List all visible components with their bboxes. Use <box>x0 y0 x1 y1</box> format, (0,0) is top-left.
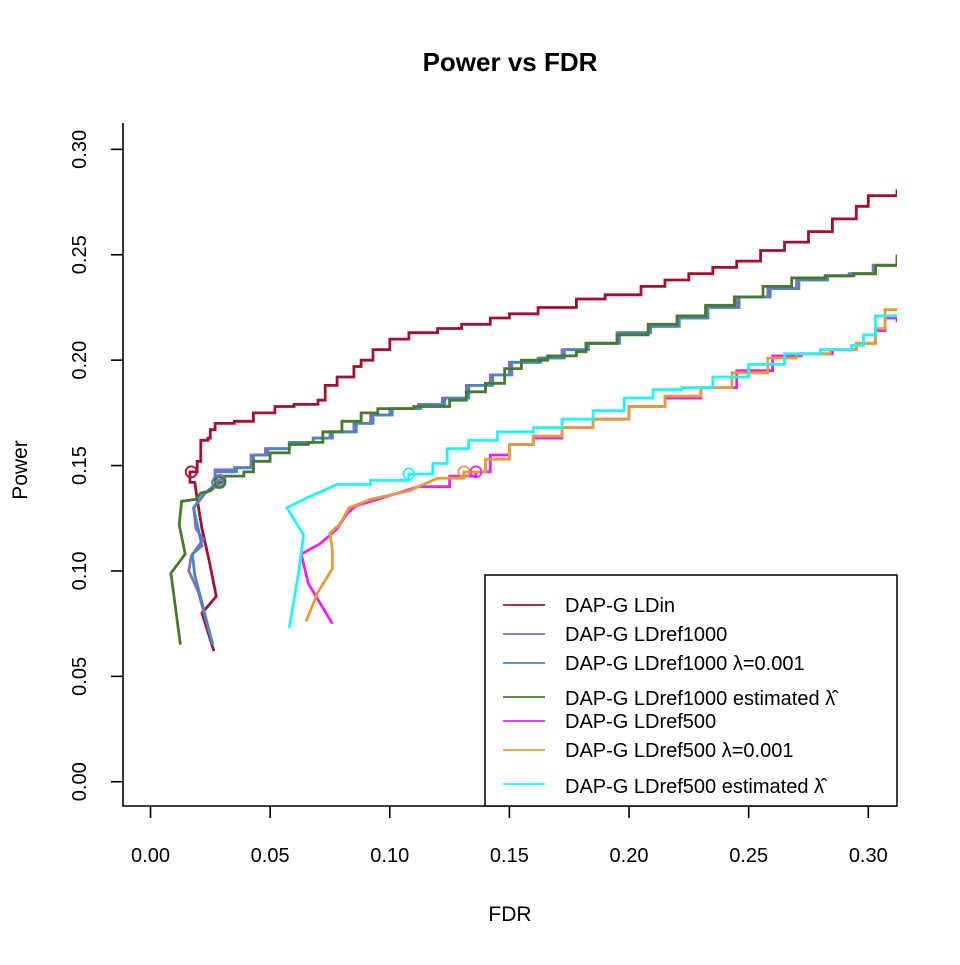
x-tick-label: 0.30 <box>849 845 888 867</box>
y-tick-label: 0.15 <box>69 446 91 485</box>
series-lines <box>169 189 897 652</box>
legend-label: DAP-G LDref500 <box>565 711 716 733</box>
y-axis-ticks: 0.00 0.05 0.10 0.15 0.20 0.25 0.30 <box>69 130 91 801</box>
series-marker-1 <box>184 465 198 479</box>
x-tick-label: 0.10 <box>370 845 409 867</box>
series-marker-5 <box>469 465 483 479</box>
y-tick-label: 0.20 <box>69 341 91 380</box>
y-tick-label: 0.10 <box>69 551 91 590</box>
x-tick-label: 0.15 <box>490 845 529 867</box>
y-tick-label: 0.05 <box>69 657 91 696</box>
x-axis-ticks: 0.00 0.05 0.10 0.15 0.20 0.25 0.30 <box>131 845 888 867</box>
x-tick-label: 0.20 <box>610 845 649 867</box>
y-axis-label: Power <box>9 440 32 500</box>
series-line-1 <box>188 189 897 652</box>
series-line-3 <box>190 256 897 646</box>
x-axis-label: FDR <box>488 903 531 926</box>
x-tick-label: 0.05 <box>251 845 290 867</box>
x-tick-label: 0.25 <box>729 845 768 867</box>
series-marker-7 <box>402 467 416 481</box>
series-marker-6 <box>457 465 471 479</box>
legend-box <box>484 574 898 807</box>
legend-label: DAP-G LDref1000 <box>565 624 727 646</box>
legend-label: DAP-G LDref500 estimated λ̂ <box>565 776 828 798</box>
legend-label: DAP-G LDref1000 estimated λ̂ <box>565 688 839 710</box>
x-tick-label: 0.00 <box>131 845 170 867</box>
y-tick-label: 0.30 <box>69 130 91 169</box>
y-tick-label: 0.00 <box>69 762 91 801</box>
series-markers <box>184 465 483 489</box>
y-tick-label: 0.25 <box>69 235 91 274</box>
chart-title: Power vs FDR <box>423 47 598 77</box>
legend-label: DAP-G LDref1000 λ=0.001 <box>565 653 805 675</box>
legend-label: DAP-G LDin <box>565 595 675 617</box>
series-line-7 <box>284 313 897 629</box>
legend-label: DAP-G LDref500 λ=0.001 <box>565 740 793 762</box>
series-marker-4 <box>213 476 227 489</box>
series-line-4 <box>169 254 897 645</box>
legend: DAP-G LDin DAP-G LDref1000 DAP-G LDref1000… <box>484 574 898 807</box>
